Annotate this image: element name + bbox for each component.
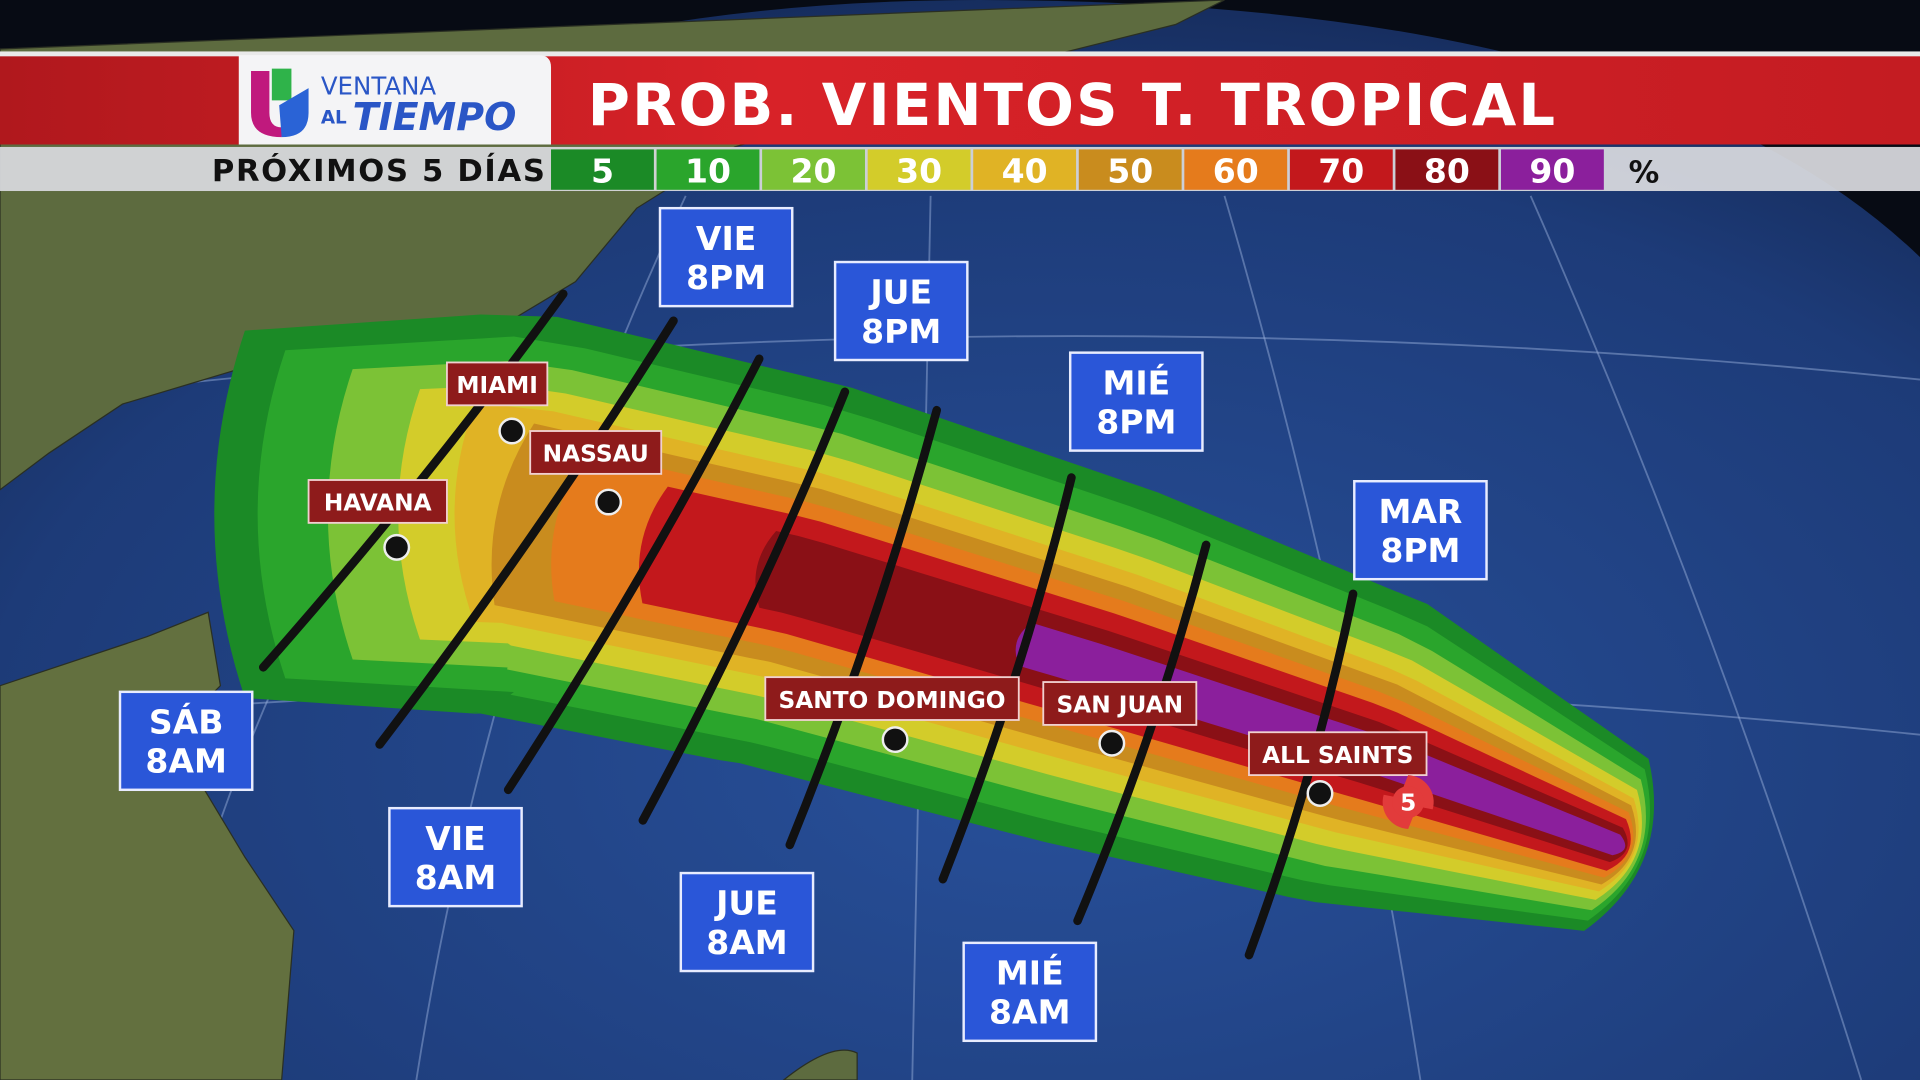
city-labels: MIAMI NASSAU HAVANA SANTO DOMINGO SAN JUAN AL… [307,361,1428,807]
legend-value: 70 [1318,151,1364,190]
legend-value: 5 [591,151,614,190]
legend-swatch [973,149,1077,190]
city-name: SAN JUAN [1057,692,1184,719]
city-marker: MIAMI [446,361,549,445]
city-dot [1098,729,1126,757]
legend-value: 40 [1002,151,1048,190]
time-label-day: MAR [1378,492,1462,531]
legend-value: 80 [1424,151,1470,190]
time-label-hour: 8AM [415,858,496,897]
storm-category: 5 [1400,790,1416,817]
legend-swatch [551,149,654,190]
univision-logo [251,68,309,138]
legend-value: 50 [1107,151,1153,190]
forecast-time-line [638,387,850,825]
city-marker: HAVANA [307,479,448,561]
legend-value: 30 [896,151,942,190]
logo-tiempo: TIEMPO [353,95,517,139]
forecast-period: PRÓXIMOS 5 DÍAS [212,152,545,189]
city-dot [498,417,526,445]
forecast-time-line [785,405,942,850]
legend-swatch [1184,149,1288,190]
forecast-time-line [1073,540,1211,926]
logo-al: AL [321,108,347,129]
forecast-time-line [503,354,764,795]
legend-value: 20 [791,151,837,190]
city-name: MIAMI [456,372,538,399]
legend-value: 10 [685,151,731,190]
time-lines [258,289,1358,960]
legend-swatch [1078,149,1182,190]
header: VENTANA AL TIEMPO PROB. VIENTOS T. TROPI… [0,51,1920,192]
legend-value: 60 [1213,151,1259,190]
time-label-hour: 8AM [145,742,226,781]
time-label-day: JUE [868,273,932,312]
time-label-hour: 8PM [1380,531,1460,570]
probability-legend: 5 10 20 30 40 50 60 70 80 90 [551,149,1604,190]
legend-unit: % [1629,155,1660,190]
time-label-day: SÁB [149,701,224,741]
city-dot [595,488,623,516]
time-label-hour: 8AM [989,993,1070,1032]
time-label-day: MIÉ [996,952,1064,992]
time-label-day: JUE [714,884,778,923]
time-label-hour: 8PM [686,258,766,297]
city-dot [881,726,909,754]
time-label-hour: 8PM [1096,402,1176,441]
legend-swatch [1395,149,1499,190]
time-label-day: MIÉ [1102,362,1170,402]
city-marker: ALL SAINTS [1248,731,1428,807]
logo-panel [238,55,552,145]
city-name: SANTO DOMINGO [779,687,1006,714]
legend-swatch [762,149,865,190]
logo-ventana: VENTANA [321,71,437,100]
forecast-time-line [375,316,678,749]
time-label-hour: 8AM [706,923,787,962]
city-marker: SAN JUAN [1042,681,1198,757]
legend-swatch [656,149,760,190]
hurricane-icon: 5 [1382,775,1434,829]
city-marker: NASSAU [529,430,663,516]
legend-swatch [1500,149,1604,190]
city-dot [383,533,411,561]
time-label-day: VIE [425,819,485,858]
city-name: HAVANA [324,490,432,517]
time-label-day: VIE [696,219,756,258]
city-name: ALL SAINTS [1262,742,1413,769]
legend-swatch [1289,149,1393,190]
map-title: PROB. VIENTOS T. TROPICAL [588,72,1555,139]
time-label-hour: 8PM [861,312,941,351]
legend-value: 90 [1529,151,1575,190]
city-marker: SANTO DOMINGO [764,676,1020,754]
legend-swatch [867,149,971,190]
city-name: NASSAU [543,441,649,468]
city-dot [1306,780,1334,807]
